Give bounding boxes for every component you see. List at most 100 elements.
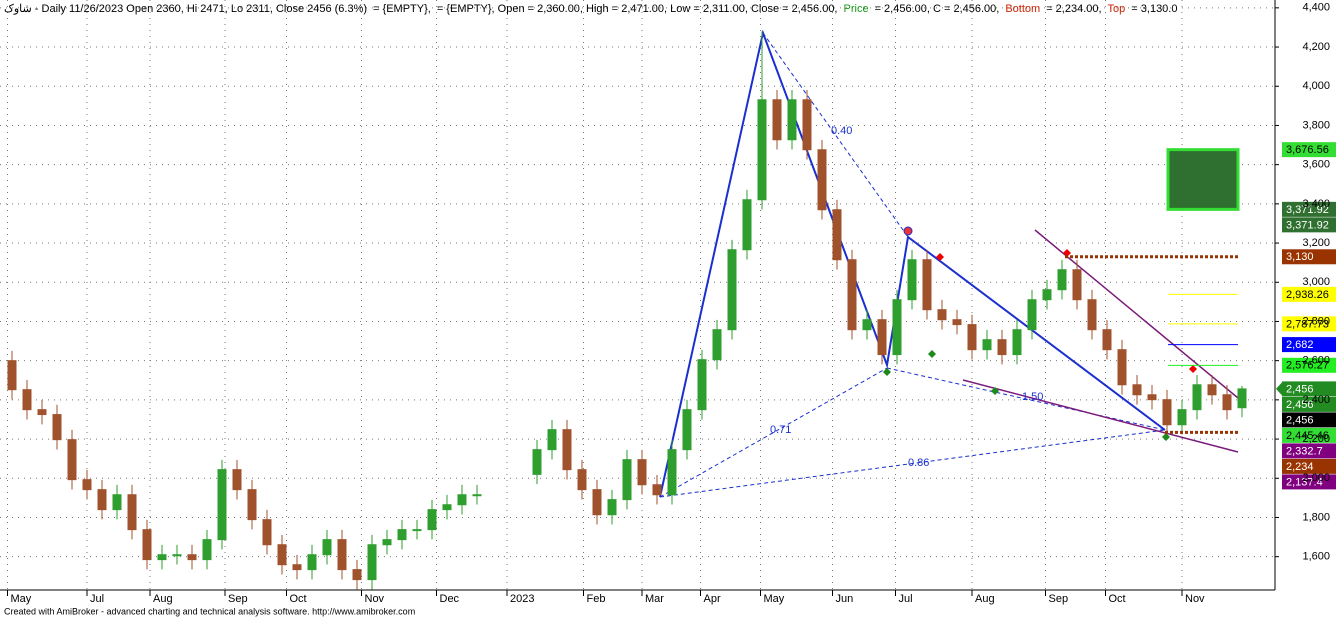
price-label-box [1282,396,1336,412]
candle-body [922,259,932,311]
price-label-box [1282,412,1336,428]
header-part: = 3,130.0 [1131,3,1177,15]
candle-body [1102,329,1112,351]
pattern-dash [886,367,1166,431]
pivot-marker [1162,433,1170,441]
candle-body [97,489,107,511]
candle-body [907,259,917,301]
candle-body [952,319,962,326]
price-label: 2,332.7 [1286,445,1323,457]
candle-body [532,449,542,475]
candle-body [1027,299,1037,331]
levels: 3,676.56 3,371.92 3,371.92 3,130 2,938.26 2,7… [1065,142,1336,490]
candle-body [277,544,287,566]
candle-body [442,504,452,511]
candle-body [1147,394,1157,401]
candle-body [712,329,722,361]
pattern-dash [659,429,1166,498]
candle-body [547,429,557,451]
candle-body [1222,394,1232,411]
candle-body [847,259,857,331]
x-tick-label: May [11,593,32,605]
candle-body [817,149,827,211]
candle-body [292,564,302,571]
candle-body [187,554,197,561]
y-tick-label: 3,400 [1302,198,1330,210]
y-tick-label: 3,200 [1302,237,1330,249]
candle-body [202,539,212,561]
footer: Created with AmiBroker - advanced charti… [4,606,415,616]
x-tick-label: Aug [153,593,173,605]
price-label-box [1282,249,1336,265]
candle-body [247,489,257,521]
price-label: 2,576.27 [1286,360,1329,372]
y-tick-label: 2,200 [1302,433,1330,445]
ratio-label: 1.50 [1022,391,1043,403]
candle-body [607,499,617,516]
candle-body [1087,299,1097,331]
x-tick-label: Apr [704,593,721,605]
candle-body [652,484,662,496]
candle-body [472,494,482,497]
header-part: شاوک - Daily 11/26/2023 Open 2360, Hi 24… [4,3,367,15]
price-label-box [1282,217,1336,233]
header-part: = {EMPTY}, Open = 2,360.00, High = 2,471… [437,3,838,15]
price-label-box [1282,357,1336,373]
candle-body [1237,388,1247,409]
price-label: 2,456 [1286,399,1314,411]
price-label-box [1282,286,1336,302]
price-label-box [1282,316,1336,332]
price-label-box [1282,201,1336,217]
pivot-marker [1063,249,1071,257]
header-part: Bottom [1005,3,1040,15]
candle-body [757,99,767,201]
y-tick-label: 2,800 [1302,315,1330,327]
x-tick-label: Jul [90,593,104,605]
y-tick-label: 3,600 [1302,159,1330,171]
x-tick-label: 2023 [510,593,534,605]
price-label: 2,445.46 [1286,430,1329,442]
header: شاوک - Daily 11/26/2023 Open 2360, Hi 24… [4,3,1177,15]
x-tick-label: Feb [587,593,606,605]
x-tick-label: Aug [975,593,995,605]
price-label-box [1282,142,1336,158]
header-part: = 2,456.00, C = 2,456.00, [875,3,1000,15]
candle-body [577,469,587,491]
price-label-box [1282,443,1336,459]
price-label: 2,234 [1286,461,1314,473]
candle-body [367,544,377,581]
candle-body [1072,269,1082,301]
ratio-label: 0.40 [831,125,852,137]
candle-body [412,529,422,532]
price-label: 2,938.26 [1286,289,1329,301]
candles [7,31,1247,590]
candle-body [157,554,167,561]
candle-body [967,324,977,351]
candle-body [1057,269,1067,291]
candle-body [862,319,872,331]
x-tick-label: Oct [290,593,307,605]
candle-body [232,469,242,491]
candle-body [262,519,272,546]
ratio-label: 0.86 [908,457,929,469]
header-part: Top [1108,3,1126,15]
price-label-box [1282,337,1336,353]
pivot-marker [991,387,999,395]
candle-body [382,539,392,546]
candle-body [22,389,32,411]
candle-body [877,319,887,356]
pivot-marker [928,350,936,358]
candle-body [742,199,752,251]
price-label-box [1282,427,1336,443]
candle-body [637,459,647,486]
y-tick-label: 3,000 [1302,276,1330,288]
candle-body [7,360,17,391]
candle-body [697,359,707,411]
candle-body [682,409,692,451]
candle-body [457,494,467,506]
price-label: 3,676.56 [1286,144,1329,156]
candle-body [142,529,152,561]
candle-body [832,209,842,261]
price-label-box [1282,381,1336,397]
